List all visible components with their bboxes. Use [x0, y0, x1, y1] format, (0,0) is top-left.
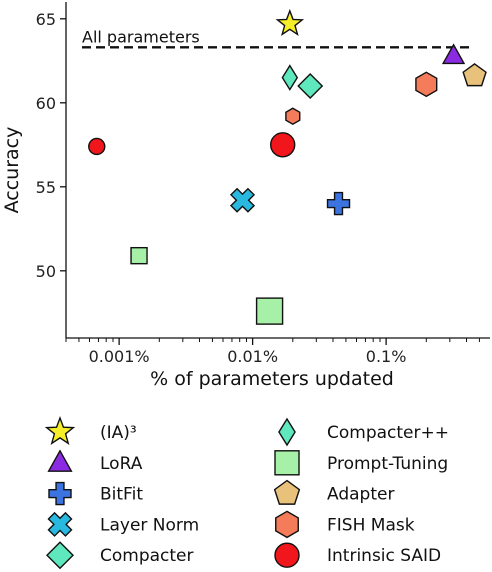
- x-axis-title: % of parameters updated: [150, 368, 394, 390]
- point-layer-norm: [229, 187, 256, 213]
- point-prompt-tuning: [130, 246, 148, 265]
- axes: 50 55 60 65 0.001% 0.01% 0.1%: [36, 2, 490, 366]
- legend-marker-layer-norm: [47, 511, 73, 537]
- point-compacter: [297, 73, 324, 99]
- point-adapter: [462, 63, 487, 87]
- legend-marker-lora: [47, 449, 73, 472]
- legend-label-ia: (IA)³: [100, 423, 137, 443]
- point-intrinsic-said: [269, 132, 296, 158]
- legend-label-compacter: Compacter++: [327, 423, 449, 443]
- legend-label-adapter: Adapter: [327, 485, 394, 505]
- legend-label-prompt-tuning: Prompt-Tuning: [327, 454, 448, 474]
- legend-label-compacter: Compacter: [100, 546, 194, 566]
- legend-label-layer-norm: Layer Norm: [100, 515, 199, 535]
- point-fish-mask: [285, 107, 301, 126]
- point-ia: [275, 8, 305, 36]
- legend-label-intrinsic-said: Intrinsic SAID: [327, 546, 441, 566]
- y-tick-label: 50: [36, 262, 56, 281]
- legend-marker-adapter: [273, 479, 301, 505]
- legend-label-bitfit: BitFit: [100, 485, 143, 505]
- data-points: [88, 8, 487, 325]
- point-lora: [441, 43, 466, 65]
- x-tick-label: 0.001%: [89, 347, 150, 366]
- y-tick-label: 55: [36, 178, 56, 197]
- point-bitfit: [326, 191, 351, 216]
- point-compacter: [281, 64, 299, 91]
- legend-marker-prompt-tuning: [274, 450, 300, 476]
- legend-marker-bitfit: [48, 481, 72, 506]
- legend-label-fish-mask: FISH Mask: [327, 515, 415, 535]
- legend: (IA)³ LoRA BitFit Layer Norm Compacter Compac…: [44, 416, 449, 570]
- x-tick-label: 0.01%: [227, 347, 278, 366]
- y-tick-label: 60: [36, 94, 56, 113]
- point-intrinsic-said: [88, 137, 106, 156]
- legend-marker-compacter: [46, 541, 74, 570]
- legend-marker-compacter: [278, 417, 296, 447]
- all-parameters-label: All parameters: [82, 27, 200, 46]
- y-tick-label: 65: [36, 10, 56, 29]
- point-prompt-tuning: [255, 297, 284, 325]
- legend-marker-ia: [44, 416, 76, 445]
- reference-line-group: All parameters: [82, 27, 470, 49]
- y-axis-title: Accuracy: [1, 127, 23, 214]
- x-tick-label: 0.1%: [366, 347, 407, 366]
- point-fish-mask: [415, 71, 438, 98]
- legend-label-lora: LoRA: [100, 454, 143, 474]
- legend-marker-intrinsic-said: [274, 542, 300, 568]
- legend-marker-fish-mask: [275, 510, 299, 539]
